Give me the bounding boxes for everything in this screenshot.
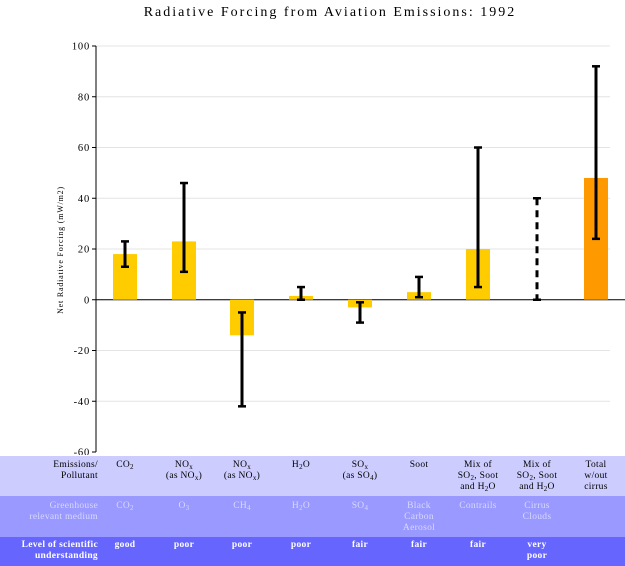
table-cell: Cirrus Clouds <box>522 501 552 522</box>
table-cell: CO2 <box>116 460 134 471</box>
table-cell: Contrails <box>459 501 497 511</box>
table-cell: Black Carbon Aerosol <box>402 501 436 533</box>
table-cell: fair <box>411 540 427 550</box>
table-cell: Mix of SO2, Soot and H2O <box>457 460 499 493</box>
y-tick-label: -20 <box>74 346 90 357</box>
y-tick-label: -60 <box>74 448 90 456</box>
y-axis: -60 -40 -20 0 20 40 60 80 100 <box>72 42 625 456</box>
header-emissions: Emissions/Pollutant <box>53 460 98 481</box>
row-emissions: Emissions/Pollutant CO2 NOx (as NOx) NOx (as… <box>0 456 625 496</box>
table-cell: CO2 <box>116 501 134 512</box>
y-tick-label: 40 <box>78 194 90 205</box>
table-cell: poor <box>290 540 312 550</box>
y-axis-label: Net Radiative Forcing (mW/m2) <box>56 186 65 314</box>
table-cell: O3 <box>178 501 190 512</box>
y-tick-label: 60 <box>78 143 90 154</box>
chart: Radiative Forcing from Aviation Emission… <box>56 5 625 456</box>
header-level: Level of scientific understanding <box>21 540 98 561</box>
y-tick-label: 80 <box>78 92 90 103</box>
table-cell: NOx (as NOx) <box>165 460 203 482</box>
table-cell: very poor <box>526 540 548 561</box>
header-medium: Greenhouse relevant medium <box>29 501 98 522</box>
table-cell: NOx (as NOx) <box>223 460 261 482</box>
y-tick-label: 0 <box>84 295 90 306</box>
table-cell: Mix of SO2, Soot and H2O <box>516 460 558 493</box>
table-cell: H2O <box>291 460 311 471</box>
table-cell: CH4 <box>233 501 251 512</box>
y-tick-label: -40 <box>74 397 90 408</box>
chart-title: Radiative Forcing from Aviation Emission… <box>144 5 517 20</box>
table-cell: SOx (as SO4) <box>342 460 378 482</box>
table-cell: fair <box>470 540 486 550</box>
table-cell: H2O <box>291 501 311 512</box>
gridlines <box>96 45 610 402</box>
table-cell: Total w/out cirrus <box>584 460 608 492</box>
table-cell: poor <box>231 540 253 550</box>
error-bars <box>121 65 600 408</box>
table-cell: fair <box>352 540 368 550</box>
row-medium: Greenhouse relevant medium CO2 O3 CH4 H2O SO4… <box>0 496 625 537</box>
row-level: Level of scientific understanding good poo… <box>0 537 625 566</box>
y-tick-label: 100 <box>72 42 90 53</box>
table-cell: good <box>114 540 136 550</box>
y-tick-label: 20 <box>78 245 90 256</box>
table-cell: Soot <box>409 460 429 470</box>
table-cell: poor <box>173 540 195 550</box>
table-cell: SO4 <box>351 501 369 512</box>
